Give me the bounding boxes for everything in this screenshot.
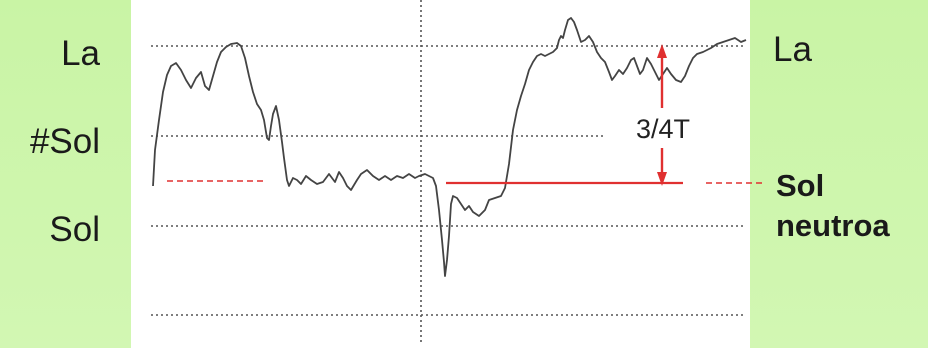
pitch-contour-plot: 3/4T — [131, 0, 750, 348]
pitch-trace — [152, 17, 747, 277]
interval-arrow-head-top — [657, 44, 667, 58]
interval-label-bg — [618, 108, 708, 148]
interval-label: 3/4T — [636, 114, 690, 144]
pitch-contour-svg: 3/4T — [151, 0, 747, 345]
label-sol-left: Sol — [49, 210, 100, 249]
label-sol-right: Sol — [776, 168, 825, 203]
interval-arrow-head-bottom — [657, 172, 667, 186]
label-neutroa: neutroa — [776, 208, 890, 243]
label-la-left: La — [61, 34, 100, 73]
label-la-right: La — [773, 30, 812, 69]
label-sharp-sol: #Sol — [29, 122, 100, 161]
